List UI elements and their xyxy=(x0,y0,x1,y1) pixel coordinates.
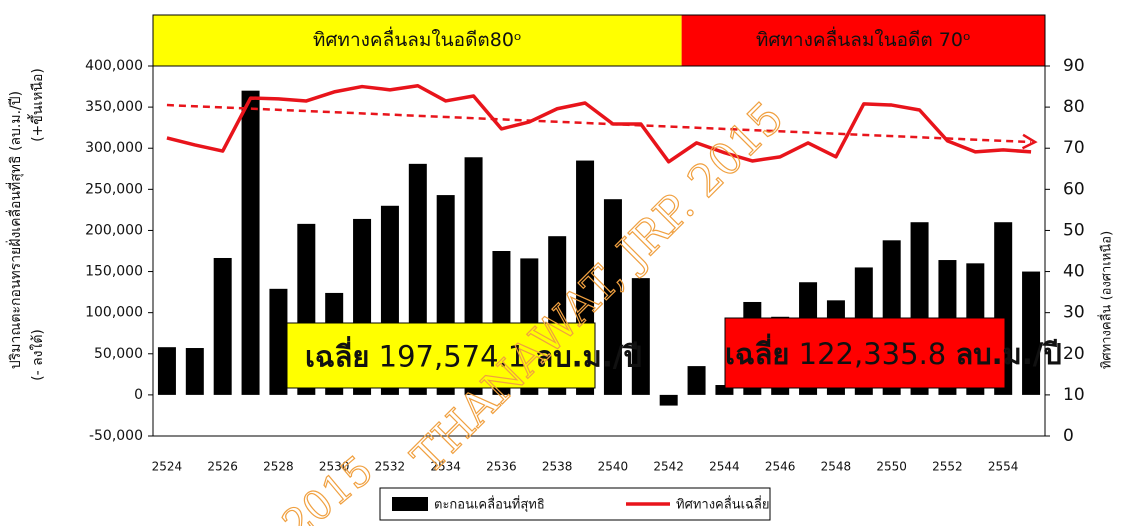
annotation-number: 197,574.1 xyxy=(379,340,527,374)
period-label: ทิศทางคลื่นลมในอดีต80ᵒ xyxy=(313,26,522,51)
x-tick-label: 2526 xyxy=(207,460,238,474)
bar xyxy=(157,347,176,395)
bar xyxy=(631,278,650,395)
x-tick-label: 2550 xyxy=(876,460,907,474)
annotation-bold: เฉลี่ย xyxy=(725,333,789,371)
annotation-number: 122,335.8 xyxy=(799,337,947,371)
annotation-box xyxy=(286,322,596,389)
x-tick-label: 2542 xyxy=(653,460,684,474)
y-axis-label-down: (- ลงใต้) xyxy=(29,329,46,381)
y2-tick-label: 70 xyxy=(1063,138,1085,158)
y2-tick-label: 50 xyxy=(1063,220,1085,240)
y-tick-label: 200,000 xyxy=(85,222,143,238)
y2-tick-label: 40 xyxy=(1063,262,1085,282)
annotation-unit: ลบ.ม./ปี xyxy=(535,340,641,374)
bar xyxy=(241,90,260,395)
y-tick-label: 100,000 xyxy=(85,305,143,321)
y-tick-label: 0 xyxy=(134,387,143,403)
y2-tick-label: 10 xyxy=(1063,385,1085,405)
annotation-space xyxy=(369,340,378,374)
x-tick-label: 2536 xyxy=(486,460,517,474)
y2-tick-label: 20 xyxy=(1063,344,1085,364)
annotation-space xyxy=(789,337,798,371)
x-tick-label: 2532 xyxy=(375,460,406,474)
legend-swatch xyxy=(392,497,428,511)
bar xyxy=(269,288,288,395)
trendline xyxy=(166,103,1032,144)
y2-tick-label: 90 xyxy=(1063,56,1085,76)
legend-label: ทิศทางคลื่นเฉลี่ย xyxy=(676,496,769,513)
y2-tick-label: 80 xyxy=(1063,97,1085,117)
x-tick-label: 2524 xyxy=(152,460,183,474)
annotation-text: เฉลี่ย 197,574.1 ลบ.ม./ปี xyxy=(305,336,642,374)
bar xyxy=(687,366,706,395)
bar xyxy=(213,257,232,395)
x-tick-label: 2530 xyxy=(319,460,350,474)
x-tick-label: 2538 xyxy=(542,460,573,474)
y-tick-label: 150,000 xyxy=(85,264,143,280)
x-tick-label: 2548 xyxy=(821,460,852,474)
x-tick-label: 2534 xyxy=(430,460,461,474)
annotation-unit: ลบ.ม./ปี xyxy=(955,337,1061,371)
y-tick-label: 350,000 xyxy=(85,99,143,115)
annotation-space xyxy=(946,337,955,371)
bar xyxy=(1022,271,1041,395)
y-tick-label: -50,000 xyxy=(89,428,143,444)
watermark: THANAWAT, JRP. 2015 xyxy=(402,92,793,483)
x-tick-label: 2544 xyxy=(709,460,740,474)
legend-label: ตะกอนเคลื่อนที่สุทธิ xyxy=(434,496,545,513)
y-tick-label: 250,000 xyxy=(85,181,143,197)
bar xyxy=(659,394,678,406)
y2-tick-label: 0 xyxy=(1063,426,1074,446)
y-axis-label: ปริมาณตะกอนทรายฝั่งเคลื่อนที่สุทธิ (ลบ.ม… xyxy=(6,91,24,369)
bar xyxy=(603,199,622,395)
legend: ตะกอนเคลื่อนที่สุทธิ ทิศทางคลื่นเฉลี่ย xyxy=(379,487,771,521)
annotation-text: เฉลี่ย 122,335.8 ลบ.ม./ปี xyxy=(725,333,1062,371)
y2-tick-label: 30 xyxy=(1063,303,1085,323)
period-banner xyxy=(153,15,682,66)
x-tick-label: 2554 xyxy=(988,460,1019,474)
y-tick-label: 50,000 xyxy=(94,346,143,362)
period-label: ทิศทางคลื่นลมในอดีต 70ᵒ xyxy=(756,26,971,51)
plot-frame xyxy=(152,14,1046,437)
annotation-box xyxy=(724,317,1006,389)
x-tick-label: 2540 xyxy=(598,460,629,474)
y-tick-label: 400,000 xyxy=(85,58,143,74)
bar xyxy=(715,385,734,395)
y2-axis-label: ทิศทางคลื่น (องศาเหนือ) xyxy=(1098,231,1115,369)
annotation-bold: เฉลี่ย xyxy=(305,336,369,374)
legend-box xyxy=(379,487,771,521)
x-tick-label: 2528 xyxy=(263,460,294,474)
y-axis-label-up: (+ขึ้นเหนือ) xyxy=(27,68,46,142)
bar xyxy=(185,348,204,395)
x-tick-label: 2552 xyxy=(932,460,963,474)
trend-arrow xyxy=(1021,133,1038,150)
y-tick-label: 300,000 xyxy=(85,140,143,156)
period-banner xyxy=(681,15,1045,66)
line-series xyxy=(166,83,1032,164)
y2-tick-label: 60 xyxy=(1063,179,1085,199)
x-tick-label: 2546 xyxy=(765,460,796,474)
